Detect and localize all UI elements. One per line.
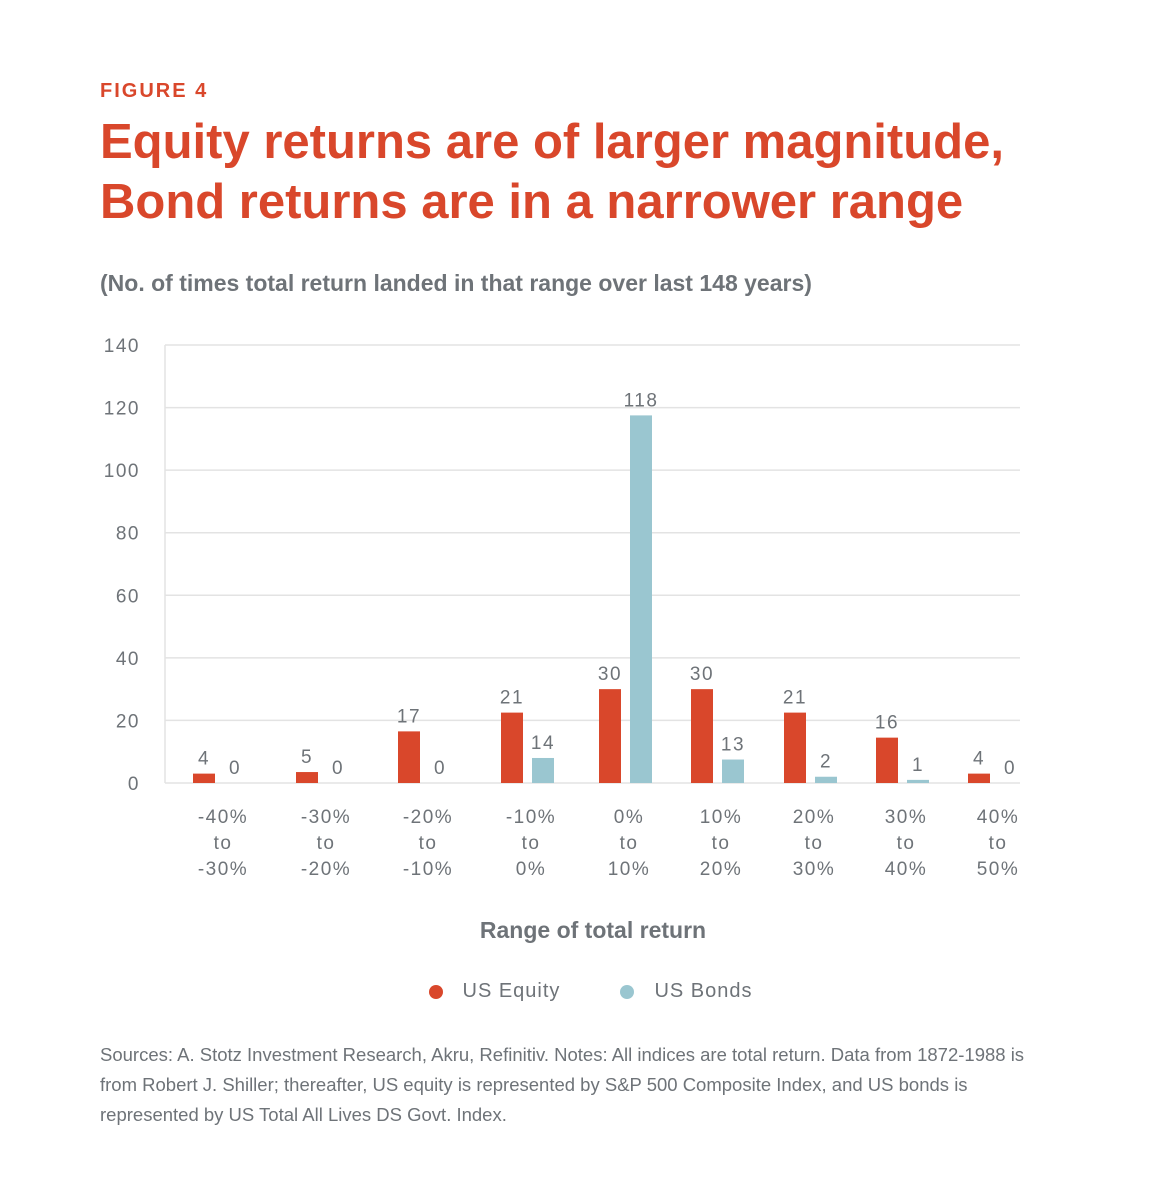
y-tick-label: 60 [116, 586, 140, 607]
x-tick-label: 20% [793, 807, 836, 828]
data-label: 5 [301, 747, 313, 768]
y-tick-label: 80 [116, 524, 140, 545]
x-tick-label: 40% [885, 859, 928, 880]
bar-us-equity [501, 712, 523, 783]
legend-swatch-us-bonds [620, 984, 635, 999]
x-tick-label: -20% [301, 859, 351, 880]
y-tick-label: 40 [116, 649, 140, 670]
bar-us-bonds [630, 415, 652, 783]
bar-us-equity [691, 689, 713, 783]
legend: US Equity US Bonds [0, 980, 1161, 1003]
x-tick-label: -40% [198, 807, 248, 828]
data-label: 4 [198, 749, 210, 770]
x-tick-label: to [214, 833, 233, 854]
x-tick-label: 0% [614, 807, 644, 828]
data-label: 0 [1004, 758, 1016, 779]
x-tick-label: to [317, 833, 336, 854]
bar-us-equity [968, 773, 990, 783]
data-label: 13 [721, 735, 745, 756]
data-label: 118 [624, 390, 659, 411]
bar-us-equity [784, 712, 806, 783]
x-axis-title: Range of total return [480, 917, 706, 943]
bar-us-bonds [532, 757, 554, 783]
y-tick-label: 20 [116, 711, 140, 732]
bar-us-equity [876, 737, 898, 783]
bar-us-bonds [722, 759, 744, 783]
x-tick-label: to [897, 833, 916, 854]
y-tick-label: 0 [128, 774, 140, 795]
x-tick-label: to [805, 833, 824, 854]
legend-label-us-equity: US Equity [462, 980, 561, 1002]
x-tick-label: -10% [506, 807, 556, 828]
figure-label: FIGURE 4 [100, 80, 209, 102]
x-tick-label: to [419, 833, 438, 854]
bar-us-equity [296, 772, 318, 783]
x-tick-label: 30% [793, 859, 836, 880]
x-tick-label: to [712, 833, 731, 854]
bar-us-equity [599, 689, 621, 783]
x-tick-label: to [620, 833, 639, 854]
data-label: 0 [229, 758, 241, 779]
x-tick-label: 30% [885, 807, 928, 828]
bar-us-equity [398, 731, 420, 783]
x-tick-label: 10% [700, 807, 743, 828]
legend-item-us-bonds: US Bonds [620, 980, 752, 1003]
data-label: 30 [690, 664, 714, 685]
chart-title: Equity returns are of larger magnitude, … [100, 115, 1004, 229]
bar-us-bonds [907, 779, 929, 783]
data-label: 0 [434, 758, 446, 779]
data-label: 17 [397, 706, 421, 727]
x-tick-label: 50% [977, 859, 1020, 880]
bar-us-equity [193, 773, 215, 783]
data-label: 30 [598, 664, 622, 685]
x-tick-label: 20% [700, 859, 743, 880]
legend-label-us-bonds: US Bonds [654, 980, 753, 1002]
x-tick-label: 40% [977, 807, 1020, 828]
legend-swatch-us-equity [428, 984, 443, 999]
x-tick-label: -30% [301, 807, 351, 828]
y-tick-label: 120 [104, 399, 140, 420]
data-label: 14 [531, 733, 555, 754]
x-tick-label: -30% [198, 859, 248, 880]
x-tick-label: to [989, 833, 1008, 854]
data-label: 16 [875, 713, 899, 734]
x-tick-label: 0% [516, 859, 546, 880]
x-tick-label: -20% [403, 807, 453, 828]
data-label: 0 [332, 758, 344, 779]
legend-item-us-equity: US Equity [428, 980, 561, 1003]
data-label: 21 [500, 688, 524, 709]
chart-subtitle: (No. of times total return landed in tha… [100, 270, 812, 296]
data-label: 21 [783, 688, 807, 709]
y-tick-label: 100 [104, 461, 140, 482]
data-label: 4 [973, 749, 985, 770]
x-tick-label: to [522, 833, 541, 854]
x-tick-label: 10% [608, 859, 651, 880]
y-tick-label: 140 [104, 336, 140, 357]
x-tick-label: -10% [403, 859, 453, 880]
data-label: 1 [912, 755, 924, 776]
data-label: 2 [820, 752, 832, 773]
bar-us-bonds [815, 776, 837, 783]
source-notes: Sources: A. Stotz Investment Research, A… [100, 1044, 1025, 1125]
